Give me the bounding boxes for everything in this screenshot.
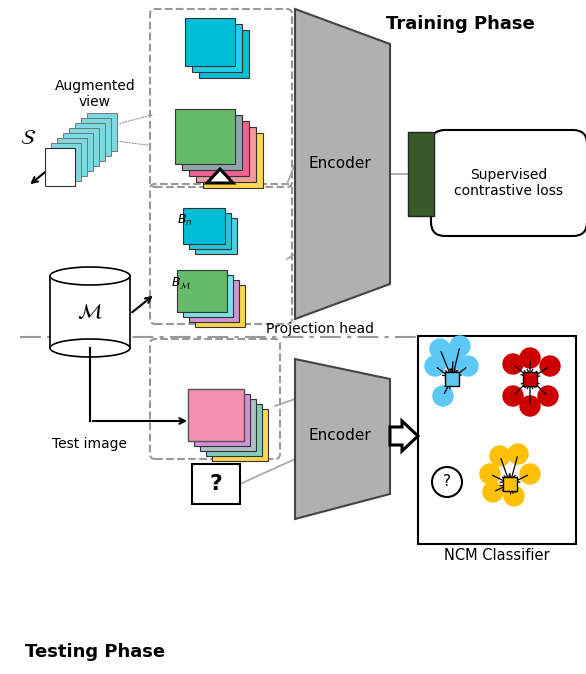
Text: ?: ?	[443, 474, 451, 489]
Bar	[418, 336, 576, 544]
Bar	[189, 121, 249, 176]
Circle shape	[503, 354, 523, 374]
Bar	[206, 404, 262, 456]
Bar	[199, 30, 249, 78]
Text: ?: ?	[210, 474, 223, 494]
Bar	[445, 372, 459, 386]
Bar	[523, 372, 537, 386]
Bar	[182, 115, 242, 170]
Bar	[81, 118, 111, 156]
Bar	[50, 276, 130, 348]
Bar	[189, 280, 239, 322]
FancyBboxPatch shape	[431, 130, 586, 236]
Bar	[195, 218, 237, 254]
Text: NCM Classifier: NCM Classifier	[444, 549, 550, 563]
Bar	[75, 123, 105, 161]
Bar	[183, 208, 225, 244]
Bar	[175, 109, 235, 164]
Text: Testing Phase: Testing Phase	[25, 643, 165, 661]
Bar	[51, 143, 81, 181]
Bar	[188, 389, 244, 441]
Polygon shape	[295, 9, 390, 319]
Bar	[192, 464, 240, 504]
Circle shape	[433, 386, 453, 406]
Bar	[69, 128, 99, 166]
Circle shape	[520, 348, 540, 368]
Circle shape	[483, 482, 503, 502]
Circle shape	[425, 356, 445, 376]
Bar	[177, 270, 227, 312]
Text: Projection head: Projection head	[266, 322, 374, 336]
Bar	[57, 138, 87, 176]
Text: Encoder: Encoder	[309, 156, 372, 171]
Bar	[194, 394, 250, 446]
Circle shape	[443, 349, 463, 369]
Circle shape	[520, 396, 540, 416]
Circle shape	[490, 446, 510, 466]
Bar	[196, 127, 256, 182]
Bar	[203, 133, 263, 188]
Polygon shape	[295, 359, 390, 519]
Bar	[185, 18, 235, 66]
Bar	[503, 477, 517, 491]
FancyArrow shape	[390, 421, 418, 451]
Circle shape	[430, 339, 450, 359]
Bar	[183, 275, 233, 317]
Circle shape	[480, 464, 500, 484]
Bar	[45, 148, 75, 186]
Bar	[408, 132, 434, 216]
Circle shape	[520, 464, 540, 484]
Text: Training Phase: Training Phase	[386, 15, 534, 33]
FancyArrow shape	[207, 169, 233, 183]
Text: $B_{\mathcal{M}}$: $B_{\mathcal{M}}$	[171, 276, 192, 292]
Ellipse shape	[50, 267, 130, 285]
Text: Augmented
view: Augmented view	[54, 79, 135, 109]
Bar	[192, 24, 242, 72]
Circle shape	[450, 336, 470, 356]
Bar	[87, 113, 117, 151]
Bar	[195, 285, 245, 327]
Text: $B_n$: $B_n$	[177, 212, 193, 228]
Circle shape	[540, 356, 560, 376]
Bar	[63, 133, 93, 171]
Bar	[189, 213, 231, 249]
Bar	[188, 389, 244, 441]
Circle shape	[508, 444, 528, 464]
Text: Test image: Test image	[53, 437, 128, 451]
Circle shape	[504, 486, 524, 506]
Bar	[200, 399, 256, 451]
Ellipse shape	[50, 339, 130, 357]
Text: $\mathcal{M}$: $\mathcal{M}$	[77, 302, 103, 322]
Text: $\mathcal{S}$: $\mathcal{S}$	[20, 129, 36, 148]
Circle shape	[538, 386, 558, 406]
Circle shape	[458, 356, 478, 376]
Text: Encoder: Encoder	[309, 429, 372, 443]
Bar	[212, 409, 268, 461]
Circle shape	[432, 467, 462, 497]
Circle shape	[503, 386, 523, 406]
Text: Supervised
contrastive loss: Supervised contrastive loss	[455, 168, 564, 198]
